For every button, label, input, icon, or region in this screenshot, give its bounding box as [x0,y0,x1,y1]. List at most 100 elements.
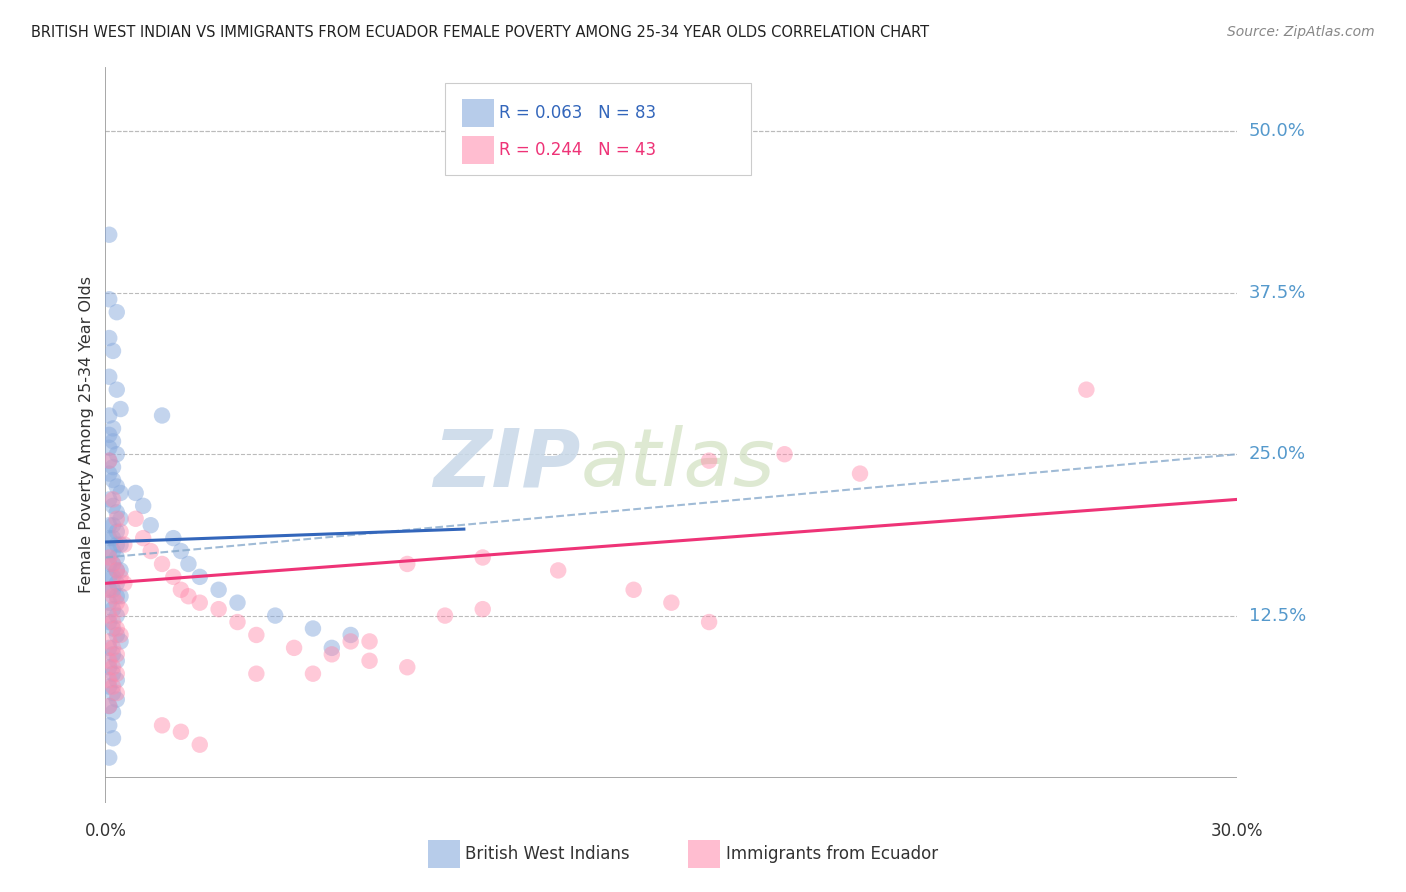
Point [105,550,128,565]
Point [245,666,267,681]
Point [98,441,121,455]
Point [139,518,162,533]
Text: 50.0%: 50.0% [1249,122,1306,140]
Point [339,628,361,642]
Point [110,602,132,616]
Point [110,589,132,603]
Text: 37.5%: 37.5% [1249,284,1306,301]
Point [98,427,121,442]
Point [101,640,124,655]
Point [283,640,305,655]
Point [101,557,124,571]
Point [188,570,211,584]
Point [112,576,135,591]
Point [101,499,124,513]
Point [98,227,121,242]
Point [110,628,132,642]
Point [101,544,124,558]
Point [105,524,128,539]
Point [98,640,121,655]
Point [110,563,132,577]
Point [105,305,128,319]
Point [396,660,419,674]
Point [359,634,381,648]
Point [101,680,124,694]
FancyBboxPatch shape [463,99,494,128]
Point [302,622,325,636]
Point [98,531,121,545]
Point [101,518,124,533]
Point [105,608,128,623]
Point [98,718,121,732]
Text: Source: ZipAtlas.com: Source: ZipAtlas.com [1227,25,1375,39]
Text: British West Indians: British West Indians [465,845,630,863]
Point [98,654,121,668]
Point [98,331,121,345]
Point [110,538,132,552]
Point [105,563,128,577]
Point [98,673,121,688]
Point [98,680,121,694]
Point [101,434,124,449]
Text: 30.0%: 30.0% [1211,822,1264,840]
Point [547,563,569,577]
Point [396,557,419,571]
Point [188,596,211,610]
Point [661,596,683,610]
Point [110,486,132,500]
Point [170,544,193,558]
Point [110,402,132,417]
Point [105,383,128,397]
Point [105,479,128,493]
Point [98,550,121,565]
Point [98,660,121,674]
Point [124,512,146,526]
Point [188,738,211,752]
Point [98,582,121,597]
Point [98,582,121,597]
Point [321,648,343,662]
Point [177,557,200,571]
Text: R = 0.063   N = 83: R = 0.063 N = 83 [499,104,657,122]
Point [101,615,124,629]
Point [98,608,121,623]
Point [132,499,155,513]
Point [98,492,121,507]
Point [98,750,121,764]
Point [359,654,381,668]
Point [170,582,193,597]
Point [101,686,124,700]
Point [105,622,128,636]
Point [101,460,124,475]
Point [110,634,132,648]
Point [150,557,173,571]
Point [105,666,128,681]
Point [101,648,124,662]
Point [101,660,124,674]
Point [162,570,184,584]
Text: 12.5%: 12.5% [1249,607,1306,624]
Point [98,596,121,610]
Point [773,447,796,461]
Point [105,589,128,603]
Point [1076,383,1098,397]
Point [101,570,124,584]
Point [170,724,193,739]
Point [98,698,121,713]
Point [245,628,267,642]
FancyBboxPatch shape [427,839,460,868]
Point [98,467,121,481]
Point [110,524,132,539]
Point [105,673,128,688]
Point [471,550,494,565]
Point [150,409,173,423]
Point [105,596,128,610]
Point [101,531,124,545]
Text: 25.0%: 25.0% [1249,445,1306,463]
Point [105,505,128,519]
FancyBboxPatch shape [689,839,720,868]
Point [101,602,124,616]
Point [101,343,124,358]
Point [105,512,128,526]
Point [105,654,128,668]
